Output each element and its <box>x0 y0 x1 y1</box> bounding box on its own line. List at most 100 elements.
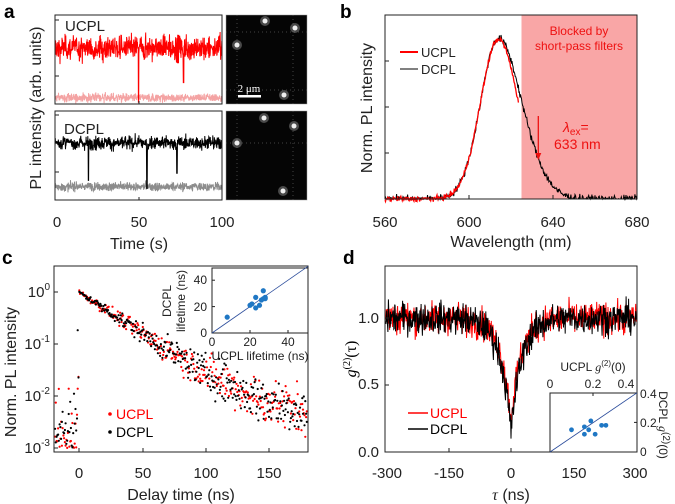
ucpl-decay-point <box>256 401 259 404</box>
dcpl-decay-point <box>270 417 273 420</box>
dcpl-decay-point <box>203 366 206 369</box>
dcpl-decay-point <box>156 344 159 347</box>
dcpl-decay-point <box>281 390 284 393</box>
ucpl-decay-point <box>220 381 223 384</box>
dcpl-decay-point <box>215 376 218 379</box>
dcpl-decay-point <box>158 346 161 349</box>
dcpl-decay-point <box>132 329 135 333</box>
ucpl-decay-point <box>63 437 66 440</box>
ucpl-decay-point <box>75 413 79 416</box>
legend-ucpl-label: UCPL <box>116 406 154 422</box>
ucpl-decay-point <box>210 352 213 355</box>
dcpl-decay-point <box>160 347 163 350</box>
dcpl-decay-point <box>221 395 224 398</box>
dcpl-decay-point <box>241 386 244 389</box>
legend-ucpl-label: UCPL <box>421 45 456 60</box>
dcpl-decay-point <box>133 336 136 339</box>
ucpl-decay-point <box>251 412 254 415</box>
dcpl-decay-point <box>199 364 203 367</box>
ucpl-decay-point <box>278 407 281 410</box>
dcpl-decay-point <box>227 396 230 399</box>
ucpl-decay-point <box>171 350 175 353</box>
dcpl-decay-point <box>65 442 68 445</box>
dcpl-decay-point <box>266 410 269 413</box>
ucpl-decay-point <box>68 445 71 448</box>
x-tick-label: -300 <box>372 465 402 482</box>
panel-a <box>54 14 308 201</box>
ucpl-decay-point <box>233 409 237 412</box>
dcpl-decay-point <box>177 360 180 363</box>
dcpl-decay-point <box>151 337 154 340</box>
x-tick-label: 0 <box>75 465 83 482</box>
dcpl-decay-point <box>218 357 221 360</box>
ucpl-spectrum <box>384 37 520 204</box>
dcpl-decay-point <box>261 396 264 399</box>
ucpl-decay-point <box>273 391 276 394</box>
ucpl-decay-point <box>71 421 74 425</box>
ucpl-decay-point <box>233 376 236 379</box>
ucpl-decay-point <box>75 446 78 449</box>
blocked-label: Blocked by <box>550 24 609 38</box>
dcpl-decay-point <box>249 411 252 414</box>
dcpl-decay-point <box>252 386 255 389</box>
y-tick-label: 0.5 <box>358 376 379 393</box>
dcpl-decay-point <box>134 320 138 323</box>
inset-x-axis-label: UCPL g(2)(0) <box>560 359 625 374</box>
dcpl-decay-point <box>185 351 188 354</box>
dcpl-decay-point <box>280 417 283 420</box>
ucpl-decay-point <box>162 350 165 353</box>
ucpl-decay-point <box>255 395 258 398</box>
lifetime-inset-point <box>253 294 259 300</box>
ucpl-decay-point <box>294 407 297 410</box>
dcpl-decay-point <box>256 387 259 391</box>
ucpl-decay-point <box>116 310 119 313</box>
dcpl-decay-point <box>164 341 167 344</box>
dcpl-decay-point <box>200 354 203 357</box>
ucpl-decay-point <box>239 385 243 388</box>
ucpl-decay-point <box>215 368 218 371</box>
ucpl-decay-point <box>296 393 299 396</box>
ucpl-decay-point <box>159 344 162 348</box>
dcpl-decay-point <box>142 328 145 331</box>
ucpl-decay-point <box>160 337 163 340</box>
ucpl-decay-point <box>69 439 72 443</box>
dcpl-decay-point <box>129 321 132 324</box>
ucpl-decay-point <box>60 444 64 447</box>
dcpl-decay-point <box>228 381 231 384</box>
dcpl-decay-point <box>295 419 299 423</box>
x-tick-label: 0 <box>53 214 61 231</box>
ucpl-decay-point <box>239 404 242 407</box>
x-tick-label: -150 <box>434 465 464 482</box>
ucpl-decay-point <box>209 365 212 369</box>
ucpl-decay-point <box>199 377 202 380</box>
dcpl-decay-point <box>97 302 100 305</box>
dcpl-decay-point <box>206 382 209 385</box>
ucpl-decay-point <box>181 369 184 372</box>
ucpl-decay-point <box>222 384 225 387</box>
dcpl-decay-point <box>68 431 71 434</box>
ucpl-decay-point <box>63 441 66 444</box>
scalebar-label: 2 μm <box>238 83 261 95</box>
dcpl-decay-point <box>137 332 141 335</box>
dcpl-decay-point <box>177 348 181 351</box>
dcpl-decay-point <box>66 439 69 442</box>
x-tick-label: 150 <box>561 465 586 482</box>
g2-inset-point <box>582 424 587 430</box>
inset-x-tick-label: 0.2 <box>585 377 602 391</box>
dcpl-decay-point <box>60 420 64 423</box>
ucpl-decay-point <box>211 371 214 374</box>
dcpl-decay-point <box>267 415 271 418</box>
lifetime-inset-point <box>249 301 255 307</box>
dcpl-decay-point <box>234 395 237 398</box>
dcpl-decay-point <box>223 362 226 365</box>
ucpl-decay-point <box>176 350 179 353</box>
ucpl-decay-point <box>300 429 303 432</box>
y-tick-label: 10-3 <box>24 438 50 457</box>
x-tick-label: 100 <box>193 465 218 482</box>
ucpl-decay-point <box>253 397 256 401</box>
ucpl-decay-point <box>103 311 107 314</box>
dcpl-decay-point <box>69 426 72 430</box>
ucpl-decay-point <box>292 400 296 403</box>
dcpl-decay-point <box>150 334 153 337</box>
y-axis-label: Norm. PL intensity <box>3 307 20 437</box>
